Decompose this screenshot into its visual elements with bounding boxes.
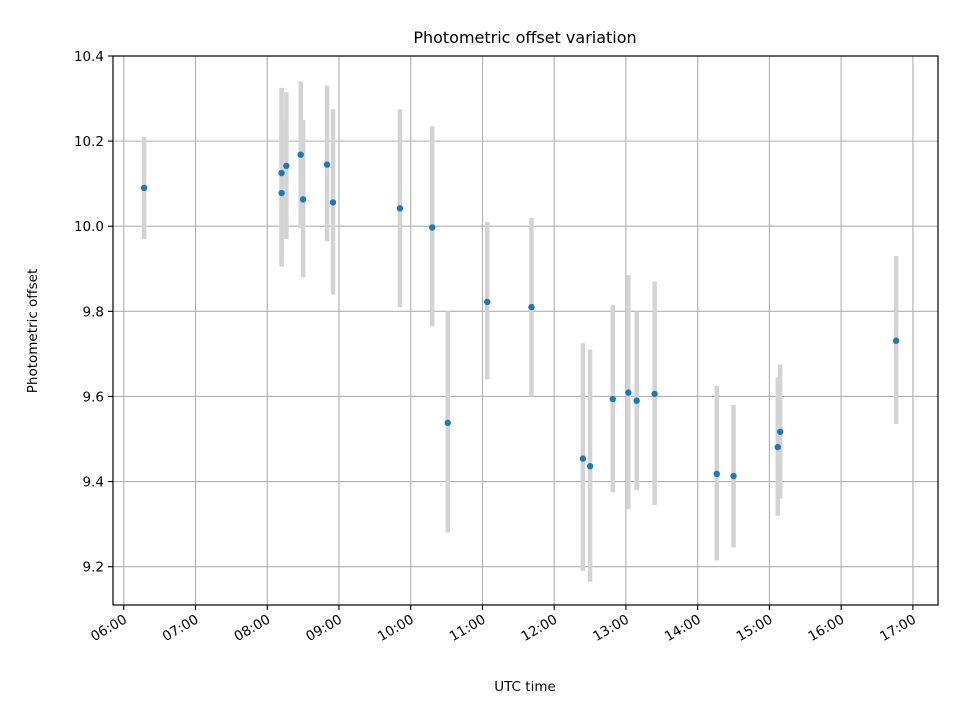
- y-tick-label: 9.8: [83, 304, 104, 320]
- chart-title: Photometric offset variation: [413, 28, 636, 47]
- data-point: [625, 389, 632, 396]
- data-point: [323, 161, 331, 168]
- plot-area-frame: [112, 55, 939, 606]
- data-point: [278, 189, 285, 197]
- data-point: [892, 337, 900, 344]
- data-point: [278, 169, 285, 177]
- data-point: [429, 224, 436, 231]
- y-tick-label: 10.4: [74, 49, 104, 65]
- data-point: [396, 205, 404, 212]
- data-point: [730, 472, 737, 480]
- x-axis-label: UTC time: [494, 679, 556, 695]
- data-point: [776, 428, 784, 435]
- data-point: [633, 397, 640, 404]
- y-tick-label: 10.0: [74, 219, 104, 235]
- y-tick-label: 10.2: [74, 134, 104, 150]
- data-point: [774, 443, 781, 451]
- data-point: [713, 470, 721, 478]
- data-point: [651, 390, 658, 398]
- data-point: [484, 298, 491, 306]
- data-point: [329, 199, 337, 206]
- y-tick-label: 9.2: [83, 560, 104, 576]
- data-point: [609, 395, 616, 403]
- y-tick-label: 9.4: [83, 475, 104, 491]
- data-points: [140, 151, 900, 480]
- data-point: [140, 184, 148, 192]
- data-point: [283, 162, 290, 169]
- data-point: [579, 455, 587, 462]
- data-point: [297, 151, 304, 158]
- y-axis-label: Photometric offset: [25, 269, 41, 393]
- y-tick-label: 9.6: [83, 389, 104, 405]
- data-point: [299, 196, 307, 203]
- data-point: [528, 303, 535, 311]
- data-point: [586, 463, 594, 470]
- data-point: [444, 419, 451, 427]
